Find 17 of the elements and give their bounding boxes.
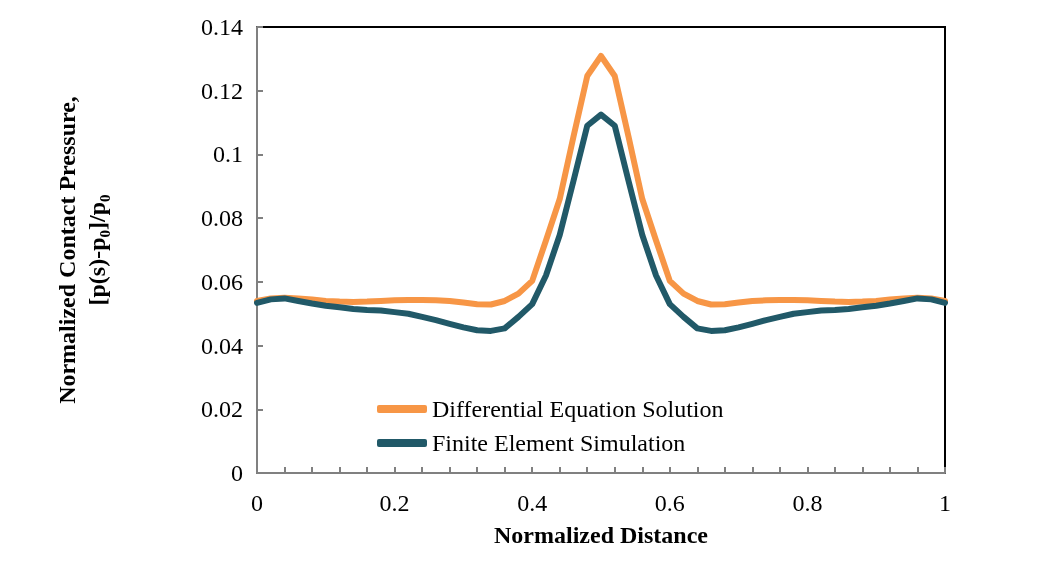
x-tick-label: 0.6 — [654, 490, 685, 516]
x-tick-label: 0 — [251, 490, 263, 516]
legend-label: Differential Equation Solution — [432, 396, 724, 422]
y-tick-label: 0.12 — [201, 77, 243, 104]
y-tick-label: 0.04 — [201, 332, 243, 359]
x-tick-label: 0.4 — [517, 490, 548, 516]
y-tick-label: 0.08 — [201, 205, 243, 232]
y-tick-label: 0.06 — [201, 268, 243, 295]
legend-label: Finite Element Simulation — [432, 430, 686, 456]
x-axis-title: Normalized Distance — [494, 522, 709, 548]
x-tick-label: 0.2 — [379, 490, 410, 516]
y-tick-label: 0 — [231, 460, 243, 486]
y-tick-label: 0.1 — [213, 141, 243, 168]
y-tick-label: 0.02 — [201, 396, 243, 423]
y-tick-label: 0.14 — [201, 14, 243, 40]
x-tick-label: 1 — [939, 490, 951, 516]
x-tick-label: 0.8 — [792, 490, 823, 516]
